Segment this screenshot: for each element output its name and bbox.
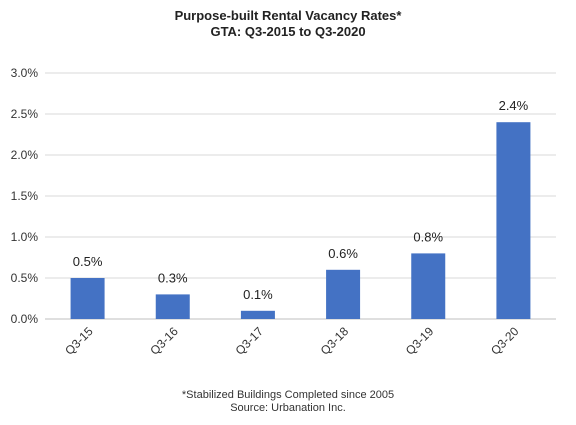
data-label: 2.4%: [499, 98, 529, 113]
bar: [240, 310, 275, 319]
data-label: 0.3%: [158, 270, 188, 285]
chart-title: Purpose-built Rental Vacancy Rates*: [174, 8, 402, 23]
x-tick-label: Q3-15: [62, 324, 96, 358]
y-tick-label: 1.0%: [11, 230, 39, 244]
bar: [326, 269, 361, 319]
bar: [70, 278, 105, 319]
chart-source: Source: Urbanation Inc.: [230, 402, 346, 414]
bar: [496, 122, 531, 319]
data-label: 0.6%: [328, 246, 358, 261]
data-label: 0.1%: [243, 287, 273, 302]
y-tick-label: 2.0%: [11, 148, 39, 162]
data-label: 0.8%: [413, 229, 443, 244]
bar: [155, 294, 190, 319]
y-tick-label: 0.0%: [11, 312, 39, 326]
y-tick-label: 3.0%: [11, 66, 39, 80]
data-label: 0.5%: [73, 254, 103, 269]
x-tick-label: Q3-16: [147, 324, 181, 358]
y-tick-label: 2.5%: [11, 107, 39, 121]
x-tick-label: Q3-18: [318, 324, 352, 358]
chart-footnote: *Stabilized Buildings Completed since 20…: [181, 389, 395, 401]
chart-subtitle: GTA: Q3-2015 to Q3-2020: [210, 24, 366, 39]
x-tick-label: Q3-19: [403, 324, 437, 358]
bar: [411, 253, 446, 319]
y-tick-label: 1.5%: [11, 189, 39, 203]
bar-chart: 0.0% 0.5% 1.0% 1.5% 2.0% 2.5% 3.0% 0.5% Q3-15 0.3…: [11, 66, 556, 358]
x-tick-label: Q3-20: [488, 324, 522, 358]
y-tick-label: 0.5%: [11, 271, 39, 285]
x-tick-label: Q3-17: [233, 324, 267, 358]
